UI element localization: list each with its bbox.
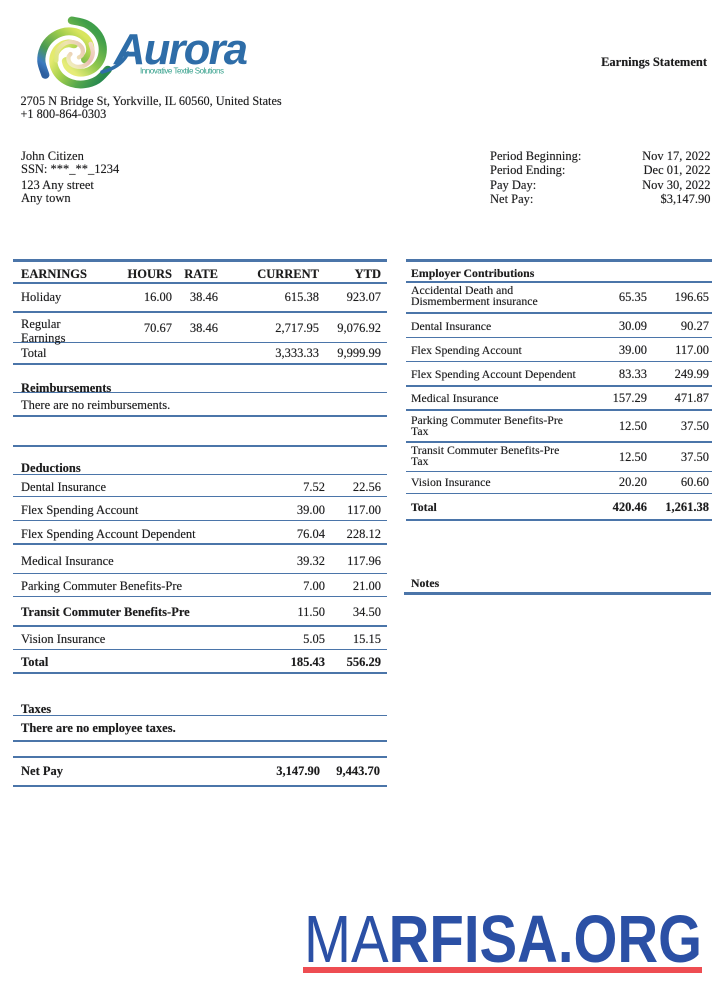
svg-text:Aurora: Aurora (113, 26, 248, 74)
svg-text:Innovative Textile Solutions: Innovative Textile Solutions (140, 67, 224, 76)
